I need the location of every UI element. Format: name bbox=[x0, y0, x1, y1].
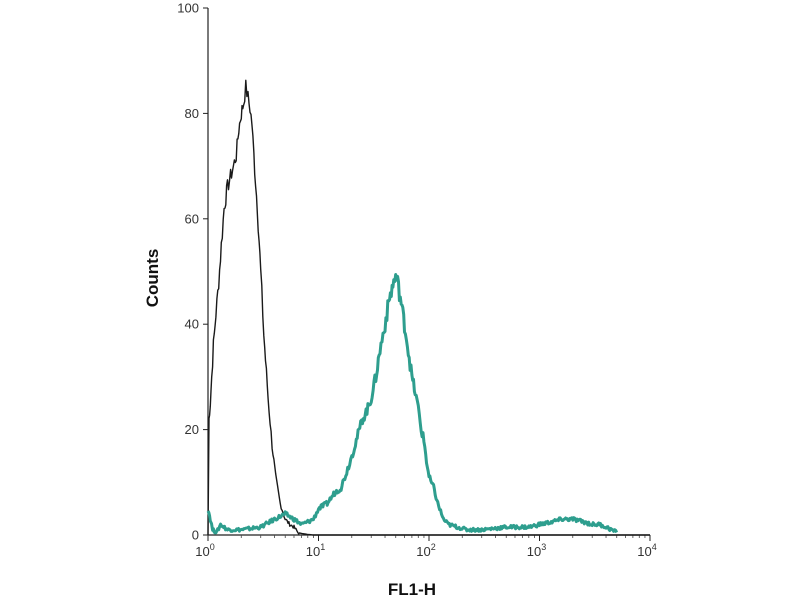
x-axis: 100 101 102 103 104 bbox=[195, 534, 657, 559]
x-tick-label: 100 bbox=[195, 542, 214, 559]
y-tick-label: 100 bbox=[177, 1, 199, 16]
x-tick-label: 103 bbox=[527, 542, 546, 559]
series-layer bbox=[206, 79, 650, 536]
y-tick-label: 0 bbox=[192, 528, 199, 543]
x-axis-title: FL1-H bbox=[388, 580, 436, 599]
x-tick-label: 104 bbox=[637, 542, 656, 559]
y-axis-title: Counts bbox=[143, 249, 162, 308]
y-axis: 0 20 40 60 80 100 bbox=[177, 1, 209, 543]
y-tick-label: 80 bbox=[185, 106, 199, 121]
series-line-2 bbox=[206, 273, 619, 535]
x-tick-label: 101 bbox=[306, 542, 325, 559]
series-line-1 bbox=[207, 79, 650, 536]
y-tick-label: 20 bbox=[185, 422, 199, 437]
x-tick-label: 102 bbox=[416, 542, 435, 559]
y-tick-label: 60 bbox=[185, 211, 199, 226]
y-tick-label: 40 bbox=[185, 317, 199, 332]
